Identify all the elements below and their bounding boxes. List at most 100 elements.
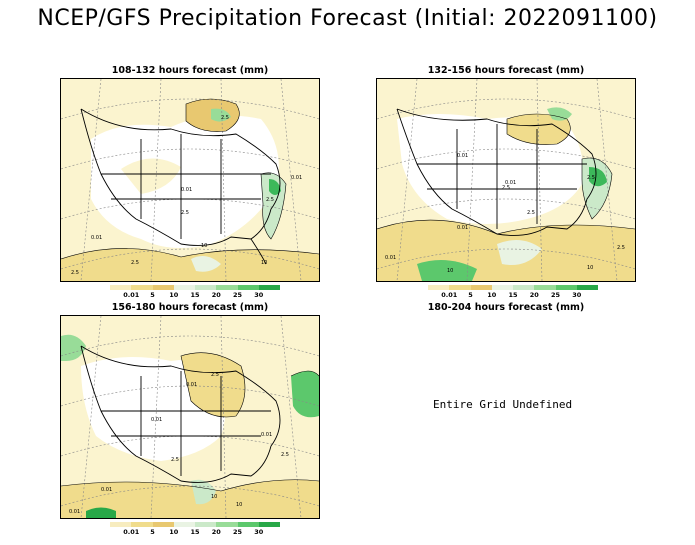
contour-label: 0.01 (261, 432, 272, 438)
panel-2-colorbar (428, 285, 598, 290)
panel-1-map[interactable]: 0.01 0.01 2.5 2.5 10 2.5 0.01 2.5 10 2.5 (60, 78, 320, 282)
colorbar-swatch (513, 285, 535, 290)
contour-label: 2.5 (171, 457, 179, 463)
panel-4-title: 180-204 hours forecast (mm) (427, 302, 585, 313)
heaviest-precip-region (589, 167, 607, 187)
boundaries (80, 108, 281, 265)
graticule (61, 79, 319, 281)
contour-label: 2.5 (281, 452, 289, 458)
colorbar-swatch (555, 285, 577, 290)
contour-label: 2.5 (587, 175, 595, 181)
contour-lines (377, 113, 635, 235)
contour-lines (61, 352, 319, 492)
panel-2-map[interactable]: 0.01 0.01 2.5 0.01 2.5 0.01 10 2.5 10 2.… (376, 78, 636, 282)
contour-label-group: 0.01 0.01 2.5 2.5 10 2.5 0.01 2.5 10 2.5 (71, 115, 302, 276)
colorbar-swatch (470, 285, 492, 290)
moderate-precip-region (181, 352, 245, 417)
contour-label: 0.01 (151, 417, 162, 423)
contour-label: 2.5 (527, 210, 535, 216)
colorbar-label: 20 (211, 291, 221, 299)
light-green-region (191, 255, 221, 272)
heavy-precip-region (417, 260, 477, 281)
contour-label-group: 0.01 0.01 2.5 0.01 10 2.5 0.01 2.5 10 0.… (69, 372, 289, 515)
colorbar-swatch (428, 285, 450, 290)
colorbar-label: 5 (468, 291, 473, 299)
contour-label: 0.01 (457, 153, 468, 159)
panel-3-title: 156-180 hours forecast (mm) (111, 302, 269, 313)
contour-label: 0.01 (505, 180, 516, 186)
colorbar-label: 25 (550, 291, 561, 299)
panel-1-colorbar-labels: 0.01 5 10 15 20 25 30 (110, 291, 280, 299)
contour-label: 10 (211, 494, 217, 500)
contour-label: 0.01 (186, 382, 197, 388)
panel-2-colorbar-labels: 0.01 5 10 15 20 25 30 (428, 291, 598, 299)
contour-label: 0.01 (291, 175, 302, 181)
colorbar-label: 10 (169, 291, 179, 299)
colorbar-swatch (152, 522, 174, 527)
contour-label: 2.5 (211, 372, 219, 378)
light-green-region (497, 240, 542, 265)
colorbar-swatch (237, 285, 259, 290)
contour-label: 2.5 (502, 185, 510, 191)
colorbar-swatch (216, 522, 238, 527)
colorbar-swatch (110, 285, 132, 290)
contour-label: 2.5 (181, 210, 189, 216)
heaviest-precip-region (269, 179, 281, 195)
colorbar-label: 25 (232, 291, 243, 299)
contour-label: 2.5 (617, 245, 625, 251)
contour-label: 2.5 (266, 197, 274, 203)
colorbar-label: 5 (150, 291, 155, 299)
contour-label: 0.01 (91, 235, 102, 241)
panel-2-title: 132-156 hours forecast (mm) (427, 65, 585, 76)
colorbar-label: 30 (572, 291, 582, 299)
panel-3-map-svg: 0.01 0.01 2.5 0.01 10 2.5 0.01 2.5 10 0.… (61, 316, 319, 518)
panel-1-map-svg: 0.01 0.01 2.5 2.5 10 2.5 0.01 2.5 10 2.5 (61, 79, 319, 281)
colorbar-swatch (216, 285, 238, 290)
colorbar-swatch (110, 522, 132, 527)
contour-label-group: 0.01 0.01 2.5 0.01 2.5 0.01 10 2.5 10 2.… (385, 153, 625, 274)
contour-label: 10 (261, 260, 267, 266)
contour-label: 0.01 (69, 509, 80, 515)
colorbar-label: 15 (508, 291, 518, 299)
boundaries (396, 108, 597, 236)
contour-lines (61, 98, 319, 260)
colorbar-swatch (491, 285, 513, 290)
colorbar-swatch (237, 522, 259, 527)
colorbar-label: 5 (150, 528, 155, 536)
panel-2-map-svg: 0.01 0.01 2.5 0.01 2.5 0.01 10 2.5 10 2.… (377, 79, 635, 281)
panel-4-undefined-message: Entire Grid Undefined (433, 398, 573, 411)
colorbar-swatch (258, 285, 280, 290)
colorbar-label: 20 (529, 291, 539, 299)
contour-label: 2.5 (71, 270, 79, 276)
graticule (377, 79, 635, 281)
panel-3-map[interactable]: 0.01 0.01 2.5 0.01 10 2.5 0.01 2.5 10 0.… (60, 315, 320, 519)
contour-label: 0.01 (181, 187, 192, 193)
colorbar-swatch (195, 285, 217, 290)
colorbar-label: 15 (190, 291, 200, 299)
contour-label: 10 (587, 265, 593, 271)
colorbar-label: 10 (169, 528, 179, 536)
contour-label: 0.01 (457, 225, 468, 231)
colorbar-swatch (152, 285, 174, 290)
colorbar-swatch (173, 285, 195, 290)
light-green-region (191, 479, 216, 505)
colorbar-swatch (576, 285, 598, 290)
colorbar-label: 30 (254, 528, 264, 536)
page-title: NCEP/GFS Precipitation Forecast (Initial… (37, 6, 658, 31)
moderate-precip-region (507, 114, 571, 145)
colorbar-label: 20 (211, 528, 221, 536)
contour-label: 0.01 (385, 255, 396, 261)
contour-label: 10 (236, 502, 242, 508)
moderate-precip-region (61, 248, 319, 281)
colorbar-label: 15 (190, 528, 200, 536)
colorbar-swatch (449, 285, 471, 290)
contour-label: 10 (447, 268, 453, 274)
colorbar-label: 0.01 (123, 291, 140, 299)
colorbar-label: 30 (254, 291, 264, 299)
moderate-precip-region (61, 479, 319, 518)
panel-3-colorbar (110, 522, 280, 527)
panel-1-title: 108-132 hours forecast (mm) (111, 65, 269, 76)
colorbar-label: 10 (487, 291, 497, 299)
colorbar-swatch (131, 522, 153, 527)
colorbar-swatch (534, 285, 556, 290)
